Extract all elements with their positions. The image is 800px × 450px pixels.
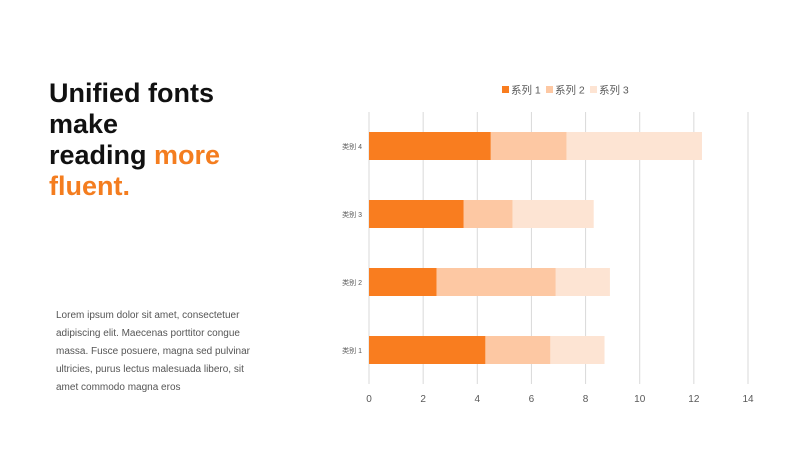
bar-segment — [490, 132, 567, 160]
x-tick-label: 4 — [475, 394, 481, 405]
headline-accent-fluent: fluent. — [49, 171, 130, 201]
body-paragraph: Lorem ipsum dolor sit amet, consectetuer… — [56, 310, 250, 393]
legend-label: 系列 1 — [511, 84, 541, 97]
legend-swatch — [546, 86, 553, 93]
headline-line-3-prefix: reading — [49, 140, 155, 170]
bar-segment — [512, 200, 594, 228]
category-label: 类别 3 — [342, 210, 362, 219]
x-tick-label: 10 — [634, 394, 646, 405]
category-label: 类别 2 — [342, 278, 362, 287]
bar-segment — [369, 132, 491, 160]
legend-swatch — [590, 86, 597, 93]
bar-segment — [369, 336, 486, 364]
headline-line-3: reading more — [49, 140, 220, 171]
headline-line-2: make — [49, 109, 119, 139]
chart-axes: 0 2 4 6 8 10 12 14 类别 1 类别 2 类别 3 类别 4 — [342, 142, 754, 405]
bar-segment — [485, 336, 551, 364]
bar-segment — [436, 268, 556, 296]
bar-segment — [550, 336, 605, 364]
x-tick-label: 14 — [742, 394, 754, 405]
bar-segment — [463, 200, 513, 228]
category-label: 类别 4 — [342, 142, 362, 151]
legend-label: 系列 3 — [599, 84, 629, 97]
x-tick-label: 12 — [688, 394, 700, 405]
headline-line-1: Unified fonts — [49, 78, 214, 108]
category-label: 类别 1 — [342, 346, 362, 355]
legend-label: 系列 2 — [555, 84, 585, 97]
x-tick-label: 8 — [583, 394, 589, 405]
bar-segment — [369, 200, 464, 228]
bar-segment — [369, 268, 437, 296]
headline: Unified fonts make reading more fluent. — [49, 78, 220, 202]
x-tick-label: 6 — [529, 394, 535, 405]
bar-segment — [566, 132, 702, 160]
x-tick-label: 0 — [366, 394, 372, 405]
chart-bars — [369, 132, 702, 364]
chart-legend: 系列 1 系列 2 系列 3 — [502, 84, 629, 97]
headline-accent-more: more — [154, 140, 221, 170]
legend-swatch — [502, 86, 509, 93]
x-tick-label: 2 — [420, 394, 426, 405]
bar-segment — [555, 268, 610, 296]
